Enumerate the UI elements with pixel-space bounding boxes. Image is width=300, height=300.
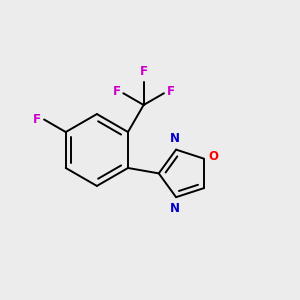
Text: N: N [169,202,179,214]
Text: F: F [33,113,41,126]
Text: O: O [208,150,218,163]
Text: F: F [140,65,148,78]
Text: N: N [169,132,179,145]
Text: F: F [167,85,174,98]
Text: F: F [113,85,121,98]
